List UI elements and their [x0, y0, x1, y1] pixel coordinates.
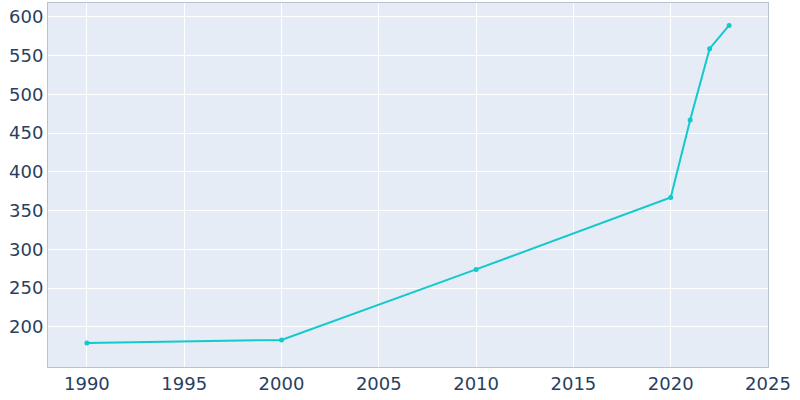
svg-text:1995: 1995 [161, 373, 207, 394]
svg-text:2025: 2025 [745, 373, 791, 394]
svg-text:200: 200 [9, 316, 43, 337]
svg-text:500: 500 [9, 84, 43, 105]
svg-text:2000: 2000 [259, 373, 305, 394]
svg-text:600: 600 [9, 6, 43, 27]
svg-text:2010: 2010 [453, 373, 499, 394]
svg-text:450: 450 [9, 122, 43, 143]
svg-text:300: 300 [9, 239, 43, 260]
svg-text:2015: 2015 [551, 373, 597, 394]
svg-text:350: 350 [9, 200, 43, 221]
svg-text:1990: 1990 [64, 373, 110, 394]
svg-text:2005: 2005 [356, 373, 402, 394]
svg-text:400: 400 [9, 161, 43, 182]
svg-text:550: 550 [9, 45, 43, 66]
svg-text:2020: 2020 [648, 373, 694, 394]
svg-text:250: 250 [9, 277, 43, 298]
